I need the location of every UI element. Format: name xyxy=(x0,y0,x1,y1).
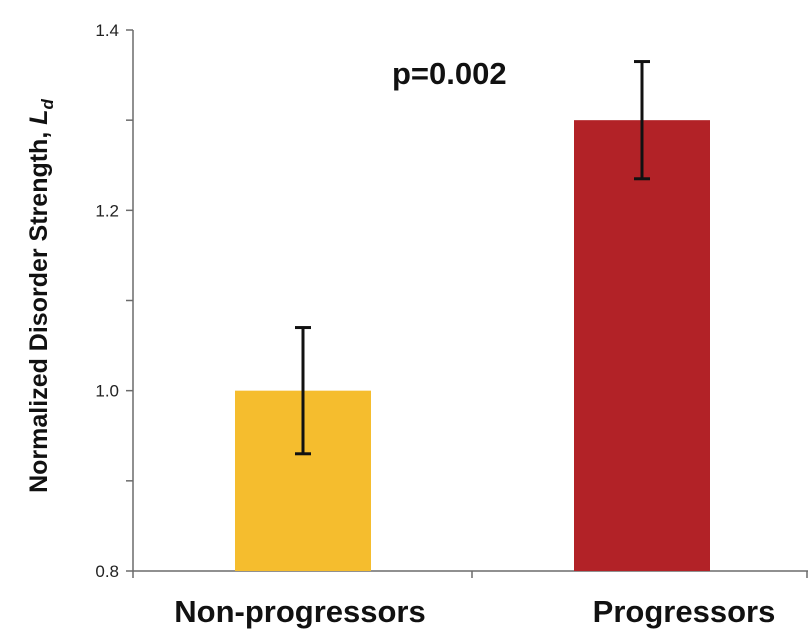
y-tick-label: 1.4 xyxy=(95,21,119,40)
category-label: Non-progressors xyxy=(174,594,425,629)
category-labels: Non-progressors Progressors xyxy=(174,594,775,629)
y-axis-label-subscript: d xyxy=(38,98,57,109)
y-axis: 0.8 1.0 1.2 1.4 xyxy=(95,21,134,581)
y-axis-label-symbol: L xyxy=(25,109,53,124)
y-tick-label: 0.8 xyxy=(95,562,119,581)
y-tick-label: 1.0 xyxy=(95,382,119,401)
y-axis-label-text: Normalized Disorder Strength, xyxy=(25,125,53,493)
error-bar xyxy=(295,326,311,456)
category-label: Progressors xyxy=(593,594,776,629)
bar-progressors xyxy=(574,120,710,572)
x-axis xyxy=(132,570,808,578)
p-value-annotation: p=0.002 xyxy=(392,56,507,91)
bars xyxy=(235,120,710,572)
y-axis-label: Normalized Disorder Strength, Ld xyxy=(25,98,57,492)
error-bar xyxy=(634,60,650,181)
error-bars xyxy=(295,60,650,456)
y-tick-label: 1.2 xyxy=(95,201,119,220)
